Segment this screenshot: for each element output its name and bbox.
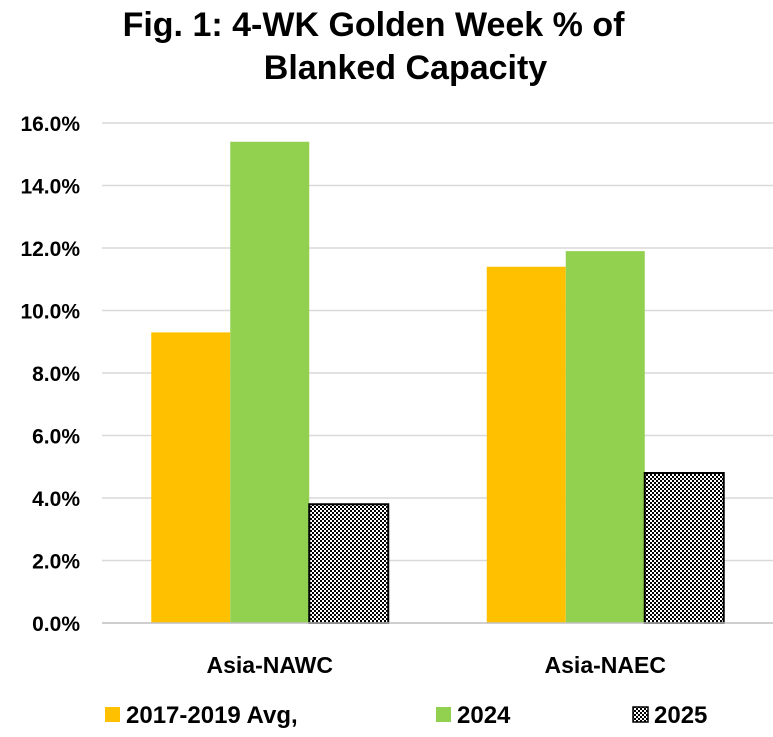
legend: 2017-2019 Avg, 2024 2025 <box>105 702 707 729</box>
chart-title-line-1: Fig. 1: 4-WK Golden Week % of <box>122 6 625 44</box>
bar-asia-nawc-2024 <box>230 141 310 623</box>
y-tick-label: 10.0% <box>20 301 80 324</box>
legend-label: 2017-2019 Avg, <box>126 702 298 729</box>
x-category-label: Asia-NAEC <box>545 652 666 678</box>
y-tick-label: 12.0% <box>20 238 80 261</box>
legend-swatch <box>632 706 649 723</box>
x-axis-category-labels: Asia-NAWC Asia-NAEC <box>206 652 665 678</box>
bar-asia-naec-2017-2019-avg <box>486 266 566 623</box>
gridlines <box>102 122 773 562</box>
legend-swatch <box>105 707 120 722</box>
bars <box>151 141 725 624</box>
legend-label: 2025 <box>654 702 707 729</box>
y-tick-label: 2.0% <box>32 551 80 574</box>
bar-asia-naec-2025 <box>643 472 725 624</box>
y-tick-label: 0.0% <box>32 613 80 636</box>
legend-swatch <box>436 707 451 722</box>
legend-label: 2024 <box>457 702 511 729</box>
bar-asia-nawc-2017-2019-avg <box>151 332 231 623</box>
chart-title-line-2: Blanked Capacity <box>263 49 548 87</box>
y-tick-label: 6.0% <box>32 426 80 449</box>
y-tick-label: 16.0% <box>20 113 80 136</box>
x-category-label: Asia-NAWC <box>206 652 333 678</box>
bar-asia-naec-2024 <box>565 251 645 623</box>
y-tick-label: 8.0% <box>32 363 80 386</box>
y-axis-tick-labels: 0.0% 2.0% 4.0% 6.0% 8.0% 10.0% 12.0% 14.0% 16.0% <box>20 113 80 636</box>
y-tick-label: 4.0% <box>32 488 80 511</box>
chart-title: Fig. 1: 4-WK Golden Week % of Blanked Ca… <box>0 4 773 90</box>
bar-asia-nawc-2025 <box>308 503 390 624</box>
y-tick-label: 14.0% <box>20 176 80 199</box>
